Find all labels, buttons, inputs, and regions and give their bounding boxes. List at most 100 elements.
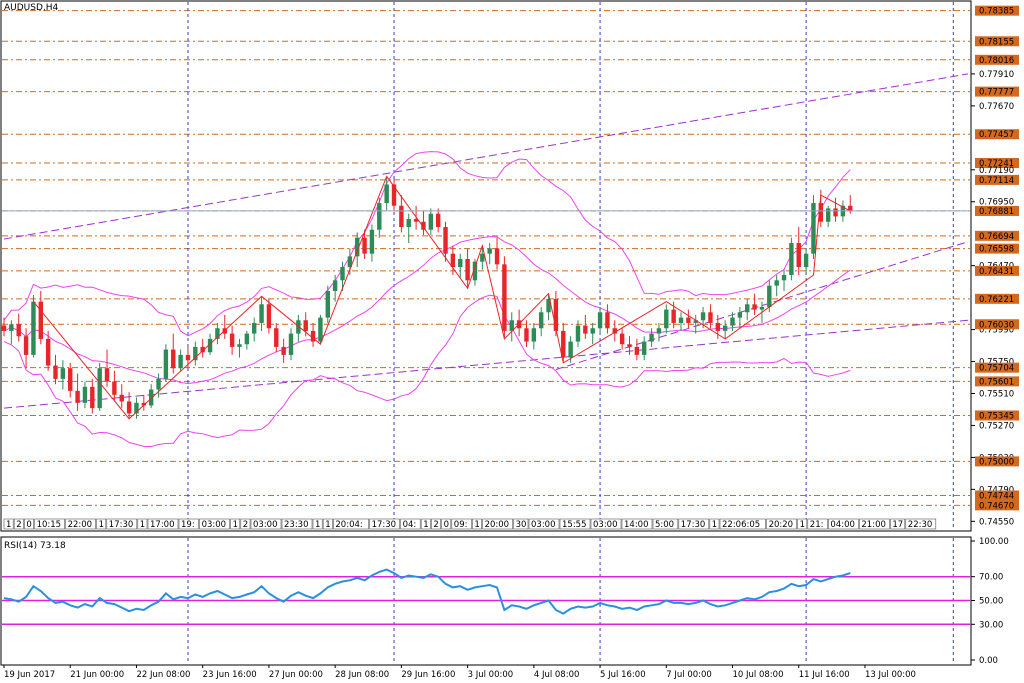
candle-body xyxy=(583,325,588,334)
trend-channels xyxy=(3,73,969,409)
event-tag-label: 1 xyxy=(423,520,428,530)
price-tick-label: 0.74744 xyxy=(979,492,1014,502)
event-tag-label: 04:00 xyxy=(830,520,855,530)
price-level-tag xyxy=(975,456,1019,467)
candle-body xyxy=(193,346,198,361)
price-tick-label: 0.75704 xyxy=(979,364,1014,374)
candle-body xyxy=(465,259,470,281)
event-tag-label: 1 xyxy=(800,520,805,530)
price-tick-label: 0.77190 xyxy=(979,166,1014,176)
channel-line xyxy=(3,319,969,409)
event-tag xyxy=(472,518,482,530)
price-level-tag xyxy=(975,500,1019,511)
event-tag-label: 04: xyxy=(403,520,417,530)
candle-body xyxy=(789,243,794,275)
candle-body xyxy=(634,346,640,355)
event-tag xyxy=(451,518,472,530)
price-tick-label: 0.74550 xyxy=(979,517,1014,527)
candle-body xyxy=(472,261,478,281)
event-tag-label: 17 xyxy=(892,520,903,530)
price-tick-label: 0.75510 xyxy=(979,390,1014,400)
price-tick-label: 0.75601 xyxy=(979,377,1014,387)
candle-body xyxy=(619,333,625,345)
rsi-line xyxy=(3,568,851,615)
candle-body xyxy=(296,320,301,334)
candle-body xyxy=(82,386,88,403)
time-tick-label: 29 Jun 16:00 xyxy=(401,670,455,680)
candle-body xyxy=(781,274,787,281)
rsi-tick-label: 50.00 xyxy=(979,597,1003,607)
event-tag xyxy=(34,518,65,530)
candle-body xyxy=(53,365,58,379)
price-level-tag xyxy=(975,490,1019,501)
candle-body xyxy=(803,253,809,267)
price-tick-label: 0.75000 xyxy=(979,457,1014,467)
time-tick-label: 21 Jun 00:00 xyxy=(70,670,124,680)
candle-body xyxy=(428,213,434,230)
candle-body xyxy=(767,285,772,307)
candle-body xyxy=(141,402,147,406)
event-tag xyxy=(3,518,14,530)
event-tag-label: 17:30 xyxy=(681,520,706,530)
candle-body xyxy=(487,248,492,254)
candle-body xyxy=(421,221,426,230)
event-tag-label: 1 xyxy=(6,520,11,530)
price-axis: 0.78385 0.78155 0.78016 0.77910 0.77777 0.776… xyxy=(971,5,1019,527)
price-tick-label: 0.78016 xyxy=(979,56,1014,66)
rsi-tick-label: 30.00 xyxy=(979,620,1003,630)
price-level-tag xyxy=(975,5,1019,16)
time-tick-label: 4 Jul 08:00 xyxy=(534,670,580,680)
candle-body xyxy=(450,253,456,267)
candle-body xyxy=(104,368,110,382)
candle-body xyxy=(38,301,44,339)
candle-body xyxy=(722,325,728,331)
price-tick-label: 0.77457 xyxy=(979,130,1014,140)
price-tick-label: 0.75270 xyxy=(979,421,1014,431)
candle-body xyxy=(708,312,713,323)
candle-body xyxy=(281,346,286,355)
rsi-tick-label: 70.00 xyxy=(979,573,1003,583)
zigzag-lines xyxy=(33,175,851,420)
candle-body xyxy=(112,381,117,395)
candle-body xyxy=(833,208,838,217)
event-tag xyxy=(178,518,199,530)
event-tag-label: 1 xyxy=(99,520,104,530)
event-tag-label: 21: xyxy=(810,520,824,530)
candle-body xyxy=(686,317,691,323)
candle-body xyxy=(318,317,323,342)
zigzag-line xyxy=(33,175,851,420)
candle-body xyxy=(23,336,29,355)
event-tag-label: 1 xyxy=(233,520,238,530)
price-level-tag xyxy=(975,174,1019,185)
price-tick-label: 0.76030 xyxy=(979,320,1014,330)
candle-body xyxy=(259,304,264,323)
rsi-indicator xyxy=(2,568,970,626)
event-tag xyxy=(137,518,148,530)
event-tag-label: 20:20 xyxy=(769,520,794,530)
event-tag xyxy=(890,518,906,530)
event-tag-label: 1 xyxy=(315,520,320,530)
time-tick-label: 23 Jun 16:00 xyxy=(203,670,257,680)
candle-body xyxy=(656,328,662,334)
candle-body xyxy=(561,330,566,358)
candle-body xyxy=(458,259,463,267)
candle-body xyxy=(612,328,617,334)
event-tag xyxy=(230,518,241,530)
price-tick-label: 0.76221 xyxy=(979,295,1014,305)
price-level-tag xyxy=(975,362,1019,373)
price-tick-label: 0.77910 xyxy=(979,70,1014,80)
price-tick-label: 0.75345 xyxy=(979,411,1014,421)
candle-body xyxy=(671,309,676,323)
candle-body xyxy=(642,341,647,355)
time-tick-label: 27 Jun 00:00 xyxy=(269,670,323,680)
event-tag-label: 22:30 xyxy=(908,520,933,530)
candle-body xyxy=(443,227,448,254)
candle-body xyxy=(16,324,21,337)
candle-body xyxy=(237,344,242,347)
candle-body xyxy=(178,354,183,369)
candle-body xyxy=(45,338,51,366)
event-tag xyxy=(400,518,421,530)
price-tick-label: 0.77114 xyxy=(979,176,1014,186)
event-label-strip: 1 2 0 10:15 22:00 1 17:30 1 17:00 19: 03:00 1 2 03:00… xyxy=(3,518,937,530)
